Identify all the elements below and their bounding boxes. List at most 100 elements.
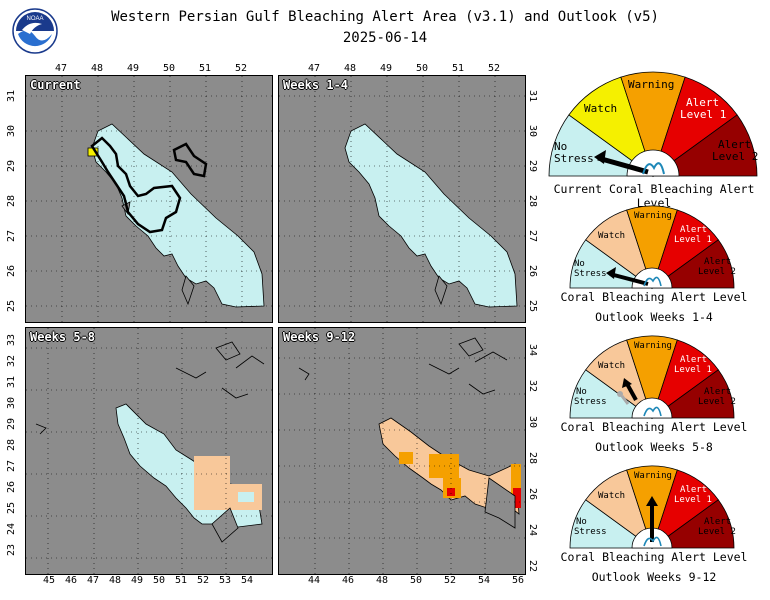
lat-tick: 26 xyxy=(6,480,18,494)
gauge-needle xyxy=(597,155,649,175)
weeks-5-8-map xyxy=(26,328,272,574)
lat-tick: 32 xyxy=(527,379,539,393)
lat-tick: 33 xyxy=(6,333,18,347)
svg-text:Alert: Alert xyxy=(704,387,731,397)
svg-text:Alert: Alert xyxy=(704,517,731,527)
lon-tick: 48 xyxy=(91,63,104,74)
panel-label: Weeks 1-4 xyxy=(283,78,349,92)
svg-text:Level 2: Level 2 xyxy=(698,397,736,407)
lon-tick: 52 xyxy=(444,575,457,586)
panel-label: Weeks 5-8 xyxy=(30,330,96,344)
svg-text:Level 2: Level 2 xyxy=(712,150,758,163)
svg-text:Stress: Stress xyxy=(574,269,607,279)
lon-tick: 45 xyxy=(43,575,56,586)
lat-tick: 25 xyxy=(6,299,18,313)
lat-tick: 25 xyxy=(6,501,18,515)
weeks-1-4-map xyxy=(279,76,525,322)
lon-tick: 54 xyxy=(478,575,491,586)
lon-tick: 48 xyxy=(109,575,122,586)
lon-tick: 47 xyxy=(55,63,68,74)
lon-tick: 51 xyxy=(175,575,188,586)
gulf-water xyxy=(91,123,265,308)
gauge-caption: Coral Bleaching Alert Level xyxy=(560,550,748,564)
lon-tick: 56 xyxy=(512,575,525,586)
gauge-current: No Stress Watch Warning Alert Level 1 Al… xyxy=(546,70,760,180)
lat-tick: 22 xyxy=(527,559,539,573)
gauge-caption: Coral Bleaching Alert Level xyxy=(560,290,748,304)
svg-text:Level 2: Level 2 xyxy=(698,267,736,277)
noaa-logo: NOAA xyxy=(12,8,58,54)
svg-text:Level 1: Level 1 xyxy=(674,495,712,505)
lat-tick: 23 xyxy=(6,543,18,557)
lat-tick: 31 xyxy=(6,375,18,389)
lon-tick: 51 xyxy=(452,63,465,74)
date-label: 2025-06-14 xyxy=(342,30,428,46)
gauge-weeks-1-4: No Stress Watch Warning Alert Level 1 Al… xyxy=(568,204,736,290)
svg-text:Watch: Watch xyxy=(584,102,617,115)
svg-text:NOAA: NOAA xyxy=(26,16,43,22)
lat-tick: 26 xyxy=(527,487,539,501)
lat-tick: 29 xyxy=(6,159,18,173)
map-panel-weeks-9-12: Weeks 9-12 xyxy=(278,327,526,575)
lon-tick: 52 xyxy=(488,63,501,74)
lat-tick: 30 xyxy=(527,124,539,138)
alert-outline xyxy=(90,136,182,234)
panel-label: Current xyxy=(30,78,81,92)
lon-tick: 50 xyxy=(163,63,176,74)
svg-text:Alert: Alert xyxy=(686,96,719,109)
lon-tick: 50 xyxy=(153,575,166,586)
gauge-weeks-9-12: No Stress Watch Warning Alert Level 1 Al… xyxy=(568,464,736,550)
map-panel-weeks-1-4: Weeks 1-4 xyxy=(278,75,526,323)
lat-tick: 28 xyxy=(527,194,539,208)
lat-tick: 30 xyxy=(6,396,18,410)
lat-tick: 30 xyxy=(527,415,539,429)
gauge-caption-sub: Outlook Weeks 9-12 xyxy=(591,570,717,584)
lat-tick: 31 xyxy=(527,89,539,103)
lon-tick: 52 xyxy=(235,63,248,74)
lon-tick: 48 xyxy=(376,575,389,586)
lon-tick: 44 xyxy=(308,575,321,586)
lon-tick: 47 xyxy=(87,575,100,586)
lon-tick: 52 xyxy=(197,575,210,586)
svg-text:Warning: Warning xyxy=(628,78,674,91)
weeks-9-12-alert-gauge: No Stress Watch Warning Alert Level 1 Al… xyxy=(569,465,736,550)
lon-tick: 50 xyxy=(416,63,429,74)
lat-tick: 34 xyxy=(527,343,539,357)
lon-tick: 51 xyxy=(199,63,212,74)
lat-tick: 32 xyxy=(6,354,18,368)
lat-tick: 27 xyxy=(6,229,18,243)
lon-tick: 54 xyxy=(241,575,254,586)
svg-text:No: No xyxy=(576,387,587,397)
svg-text:Warning: Warning xyxy=(634,211,672,221)
map-panel-current: Current xyxy=(25,75,273,323)
lat-tick: 28 xyxy=(6,438,18,452)
svg-text:Alert: Alert xyxy=(680,355,707,365)
svg-text:No: No xyxy=(576,517,587,527)
svg-text:Watch: Watch xyxy=(598,361,625,371)
svg-text:Warning: Warning xyxy=(634,471,672,481)
lon-tick: 46 xyxy=(65,575,78,586)
map-panel-weeks-5-8: Weeks 5-8 xyxy=(25,327,273,575)
lon-tick: 46 xyxy=(342,575,355,586)
lat-tick: 28 xyxy=(6,194,18,208)
lon-tick: 50 xyxy=(410,575,423,586)
page-title: Western Persian Gulf Bleaching Alert Are… xyxy=(111,9,659,25)
gauge-weeks-5-8: No Stress Watch Warning Alert Level 1 Al… xyxy=(568,334,736,420)
gauge-needle xyxy=(609,272,649,286)
gauge-caption-sub: Outlook Weeks 5-8 xyxy=(595,440,713,454)
lat-tick: 29 xyxy=(527,159,539,173)
lon-tick: 49 xyxy=(131,575,144,586)
weeks-1-4-alert-gauge: No Stress Watch Warning Alert Level 1 Al… xyxy=(569,205,736,290)
svg-text:Watch: Watch xyxy=(598,231,625,241)
svg-text:Warning: Warning xyxy=(634,341,672,351)
lat-tick: 30 xyxy=(6,124,18,138)
lat-tick: 27 xyxy=(527,229,539,243)
lat-tick: 31 xyxy=(6,89,18,103)
lat-tick: 24 xyxy=(527,523,539,537)
svg-text:Level 1: Level 1 xyxy=(674,235,712,245)
current-map xyxy=(26,76,272,322)
lat-tick: 27 xyxy=(6,459,18,473)
lat-tick: 29 xyxy=(6,417,18,431)
lat-tick: 26 xyxy=(527,264,539,278)
svg-text:Alert: Alert xyxy=(704,257,731,267)
